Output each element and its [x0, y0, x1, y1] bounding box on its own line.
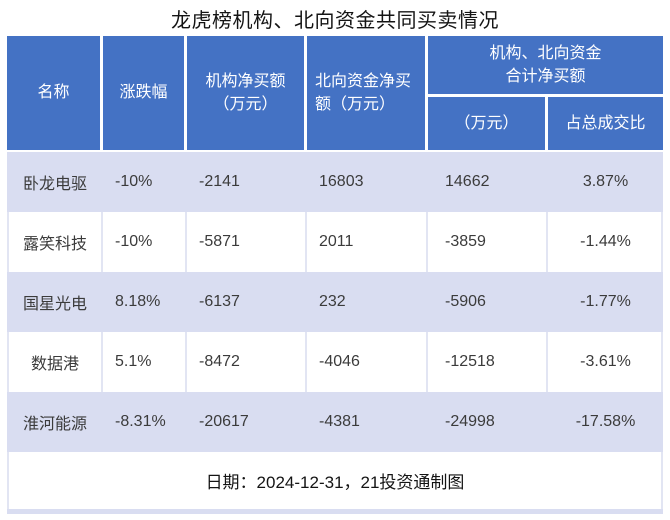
cell-combined-amount: 14662 [445, 173, 490, 190]
cell-name: 卧龙电驱 [22, 176, 87, 193]
col-header-inst-net-buy: 机构净买额 （万元） [187, 36, 307, 150]
cell-change: -8.31% [115, 413, 166, 430]
cell-combined-amount: -24998 [445, 413, 495, 430]
cell-change: -10% [103, 212, 187, 272]
col-header-combined-group: 机构、北向资金 合计净买额 （万元） 占总成交比 [428, 36, 663, 150]
cell-combined-amount: -12518 [428, 332, 548, 392]
cell-combined-pct: -1.44% [548, 212, 663, 272]
col-header-combined-amount: （万元） [428, 97, 548, 150]
cell-name: 数据港 [7, 332, 103, 392]
cell-inst-net-buy: -2141 [199, 173, 240, 190]
cell-combined-amount: -5906 [445, 293, 486, 310]
page-title: 龙虎榜机构、北向资金共同买卖情况 [171, 9, 499, 32]
cell-combined-pct: -17.58% [575, 413, 636, 430]
data-table: 名称 涨跌幅 机构净买额 （万元） 北向资金净买 额（万元） 机构、北向资金 合… [7, 36, 663, 514]
cell-north-net-buy: -4046 [307, 332, 428, 392]
table-row: 淮河能源 -8.31% -20617 -4381 -24998 -17.58% [7, 392, 663, 452]
cell-north-net-buy: 232 [319, 293, 346, 310]
cell-north-net-buy: 16803 [319, 173, 364, 190]
table-body: 卧龙电驱 -10% -2141 16803 14662 3.87% 露笑科技 -10% -587… [7, 152, 663, 452]
bottom-strip [7, 509, 663, 514]
cell-north-net-buy: 2011 [307, 212, 428, 272]
cell-name: 国星光电 [22, 296, 87, 313]
col-header-combined-subrow: （万元） 占总成交比 [428, 97, 663, 150]
cell-name: 露笑科技 [7, 212, 103, 272]
cell-combined-pct: -3.61% [548, 332, 663, 392]
col-header-name: 名称 [7, 36, 103, 150]
table-row: 国星光电 8.18% -6137 232 -5906 -1.77% [7, 272, 663, 332]
cell-inst-net-buy: -20617 [199, 413, 249, 430]
cell-combined-pct: -1.77% [580, 293, 631, 310]
table-row: 露笑科技 -10% -5871 2011 -3859 -1.44% [7, 212, 663, 272]
cell-combined-amount: -3859 [428, 212, 548, 272]
cell-inst-net-buy: -6137 [199, 293, 240, 310]
cell-north-net-buy: -4381 [319, 413, 360, 430]
col-header-north-net-buy: 北向资金净买 额（万元） [307, 36, 428, 150]
cell-change: 5.1% [103, 332, 187, 392]
cell-inst-net-buy: -5871 [187, 212, 307, 272]
cell-name: 淮河能源 [22, 416, 87, 433]
table-row: 卧龙电驱 -10% -2141 16803 14662 3.87% [7, 152, 663, 212]
cell-change: -10% [115, 173, 153, 190]
col-header-combined-pct: 占总成交比 [548, 97, 663, 150]
cell-change: 8.18% [115, 293, 161, 310]
cell-combined-pct: 3.87% [582, 173, 629, 190]
table-row: 数据港 5.1% -8472 -4046 -12518 -3.61% [7, 332, 663, 392]
cell-inst-net-buy: -8472 [187, 332, 307, 392]
col-header-change: 涨跌幅 [103, 36, 187, 150]
table-header: 名称 涨跌幅 机构净买额 （万元） 北向资金净买 额（万元） 机构、北向资金 合… [7, 36, 663, 152]
table-footer: 日期：2024-12-31，21投资通制图 [7, 452, 663, 509]
col-header-combined-title: 机构、北向资金 合计净买额 [428, 36, 663, 97]
